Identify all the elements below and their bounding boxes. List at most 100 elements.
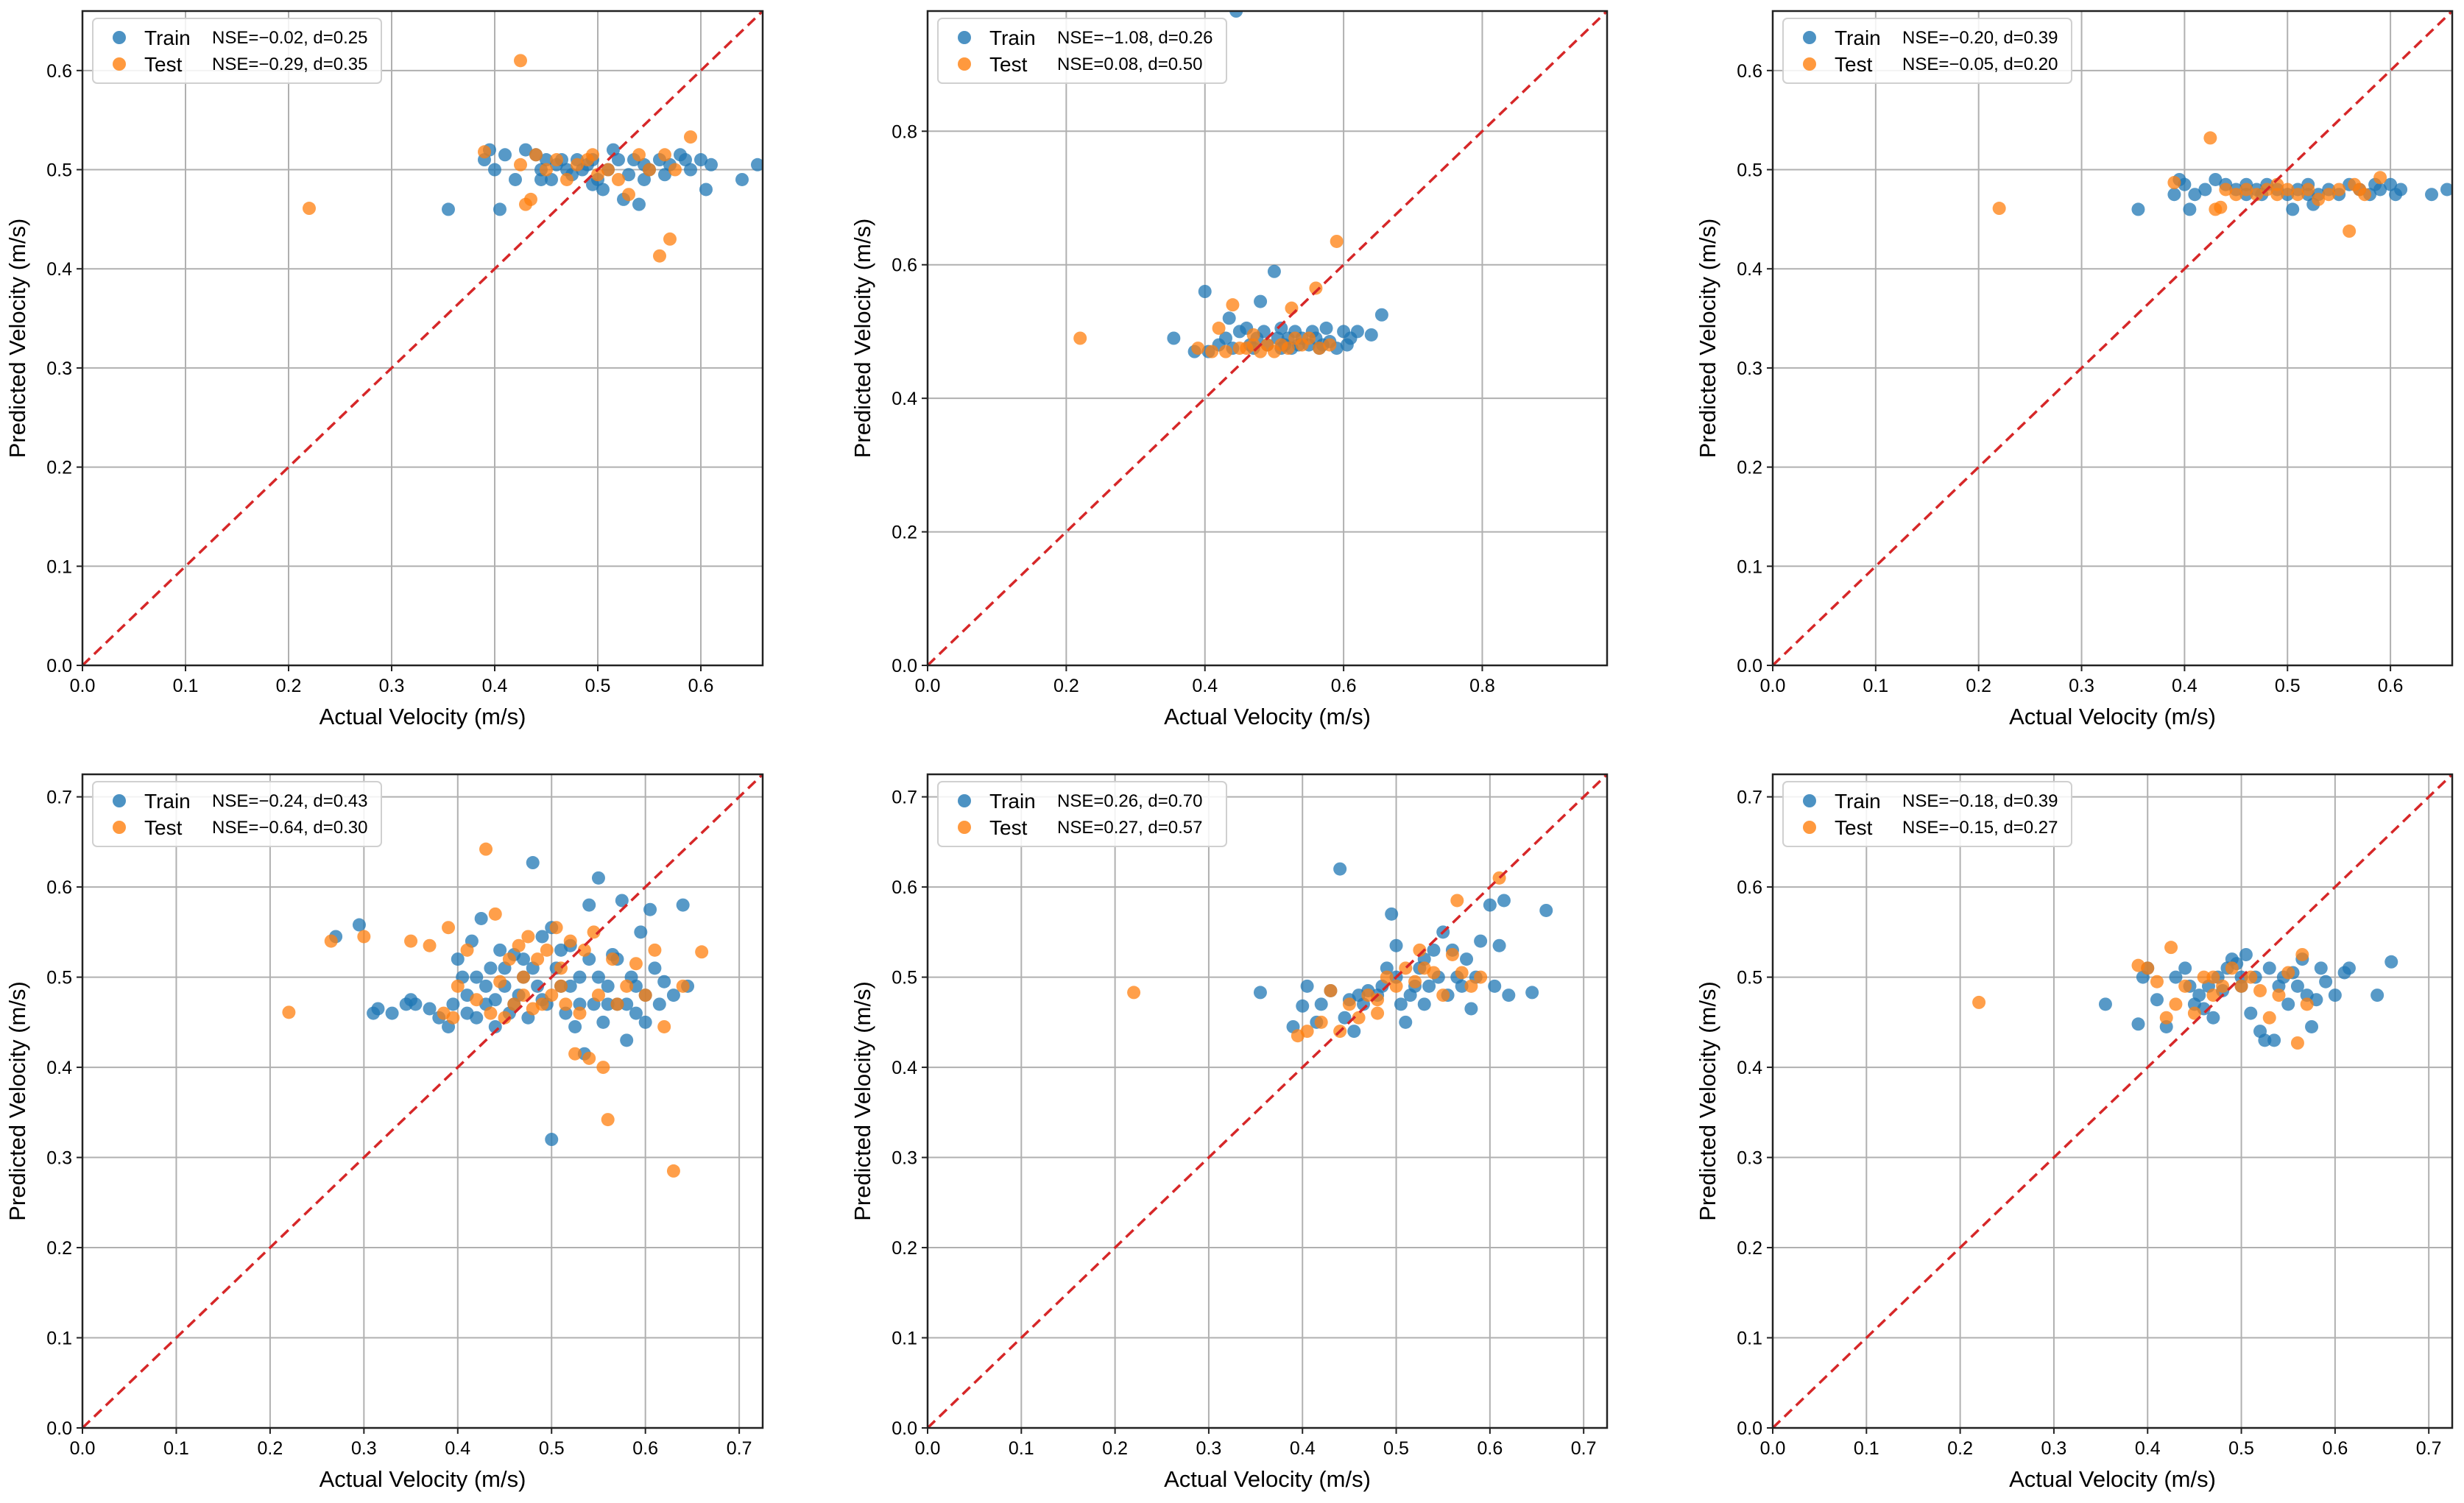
points bbox=[303, 54, 763, 263]
test-point bbox=[2159, 1011, 2173, 1025]
test-point bbox=[550, 153, 563, 167]
test-point bbox=[2225, 961, 2239, 975]
train-point bbox=[498, 148, 512, 162]
train-point bbox=[666, 989, 680, 1002]
train-point bbox=[1385, 907, 1399, 921]
x-tick-label: 0.3 bbox=[2041, 1438, 2067, 1459]
test-point bbox=[1073, 331, 1087, 345]
test-point bbox=[1212, 321, 1226, 335]
train-point bbox=[1222, 311, 1236, 325]
y-axis-label: Predicted Velocity (m/s) bbox=[850, 219, 875, 459]
x-tick-label: 0.4 bbox=[1192, 676, 1218, 696]
x-axis-label: Actual Velocity (m/s) bbox=[2009, 704, 2216, 729]
train-point bbox=[1296, 999, 1310, 1013]
test-point bbox=[1450, 894, 1464, 908]
train-point bbox=[1338, 1011, 1352, 1025]
x-tick-label: 0.0 bbox=[1760, 1438, 1786, 1459]
legend-stat: NSE=−0.29, d=0.35 bbox=[212, 54, 368, 74]
x-axis-label: Actual Velocity (m/s) bbox=[2009, 1466, 2216, 1492]
y-tick-label: 0.3 bbox=[46, 358, 72, 379]
legend-stat: NSE=−0.18, d=0.39 bbox=[1902, 791, 2058, 811]
test-point bbox=[502, 952, 516, 966]
legend: Train NSE=−0.18, d=0.39 Test NSE=−0.15, d=0… bbox=[1782, 781, 2072, 847]
train-point bbox=[629, 979, 643, 993]
train-point bbox=[622, 168, 635, 182]
train-point bbox=[545, 172, 558, 186]
y-tick-label: 0.4 bbox=[892, 389, 917, 409]
test-point bbox=[484, 1006, 498, 1020]
test-point bbox=[563, 934, 577, 948]
train-point bbox=[488, 163, 501, 177]
train-point bbox=[596, 183, 610, 197]
axes-frame bbox=[926, 10, 1609, 667]
train-point bbox=[2290, 979, 2304, 993]
legend-marker-test bbox=[958, 821, 971, 834]
train-point bbox=[1253, 986, 1267, 1000]
test-point bbox=[1205, 344, 1219, 358]
test-point bbox=[357, 930, 371, 944]
test-point bbox=[591, 168, 604, 182]
test-point bbox=[1413, 943, 1427, 957]
test-point bbox=[2301, 183, 2315, 197]
legend-marker-train bbox=[1803, 31, 1816, 44]
test-point bbox=[2244, 970, 2258, 984]
x-axis-label: Actual Velocity (m/s) bbox=[1164, 704, 1371, 729]
x-tick-label: 0.4 bbox=[2135, 1438, 2161, 1459]
test-point bbox=[540, 163, 553, 177]
train-point bbox=[1539, 903, 1553, 917]
train-point bbox=[540, 153, 553, 167]
test-point bbox=[601, 1113, 615, 1127]
series-test bbox=[282, 842, 709, 1178]
test-point bbox=[2219, 183, 2233, 197]
test-point bbox=[2358, 188, 2372, 202]
train-point bbox=[2131, 202, 2145, 216]
test-point bbox=[1302, 331, 1316, 345]
train-point bbox=[573, 970, 587, 984]
identity-line bbox=[82, 11, 763, 665]
legend-box bbox=[92, 18, 382, 84]
train-point bbox=[2192, 989, 2206, 1002]
x-axis-label: Actual Velocity (m/s) bbox=[320, 704, 526, 729]
train-point bbox=[632, 197, 646, 211]
test-point bbox=[1972, 995, 1986, 1009]
test-point bbox=[620, 979, 634, 993]
test-point bbox=[2291, 188, 2305, 202]
train-point bbox=[1525, 986, 1539, 1000]
test-point bbox=[629, 957, 643, 971]
test-point bbox=[577, 943, 591, 957]
train-point bbox=[2169, 970, 2183, 984]
x-tick-label: 0.7 bbox=[1571, 1438, 1597, 1459]
legend-marker-train bbox=[1803, 794, 1816, 807]
x-tick-label: 0.5 bbox=[539, 1438, 565, 1459]
x-tick-label: 0.5 bbox=[2228, 1438, 2254, 1459]
x-tick-label: 0.5 bbox=[585, 676, 611, 696]
test-point bbox=[560, 172, 573, 186]
grid bbox=[82, 774, 763, 1428]
test-point bbox=[1309, 281, 1323, 295]
x-tick-label: 0.1 bbox=[1854, 1438, 1879, 1459]
legend-marker-test bbox=[1803, 821, 1816, 834]
legend-stat: NSE=−0.24, d=0.43 bbox=[212, 791, 368, 811]
train-point bbox=[2198, 183, 2212, 197]
identity-line bbox=[928, 11, 1607, 665]
train-point bbox=[385, 1006, 399, 1020]
y-axis-label: Predicted Velocity (m/s) bbox=[4, 219, 30, 459]
train-point bbox=[1333, 862, 1347, 876]
train-point bbox=[1254, 294, 1268, 308]
train-point bbox=[1460, 952, 1474, 966]
legend-label: Train bbox=[1835, 790, 1881, 813]
test-point bbox=[684, 130, 697, 144]
test-point bbox=[460, 943, 474, 957]
y-tick-label: 0.2 bbox=[46, 458, 72, 478]
test-point bbox=[586, 148, 599, 162]
test-point bbox=[1281, 342, 1295, 356]
legend-stat: NSE=−0.20, d=0.39 bbox=[1902, 28, 2058, 48]
train-point bbox=[509, 172, 522, 186]
scatter-panel-5: 0.0 0.1 0.2 0.3 0.4 0.5 0.6 0.7 0.0 0.1 0.2 0.3 0.4 0… bbox=[850, 773, 1609, 1492]
test-point bbox=[2178, 979, 2192, 993]
test-point bbox=[514, 54, 527, 68]
train-point bbox=[2209, 172, 2223, 186]
train-point bbox=[735, 172, 749, 186]
train-point bbox=[657, 975, 671, 989]
train-point bbox=[1389, 938, 1403, 952]
